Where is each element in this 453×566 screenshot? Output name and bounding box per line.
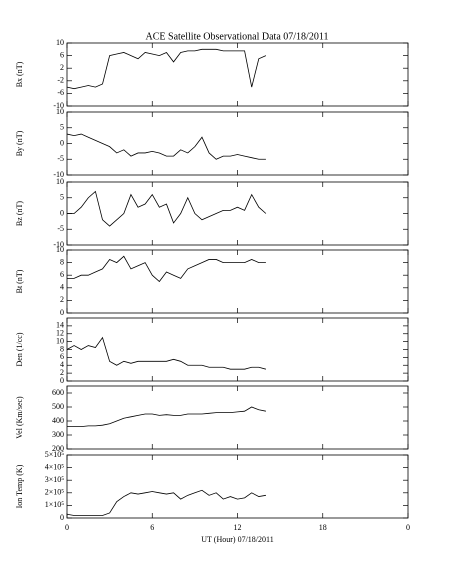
- y-tick-label: 400: [52, 416, 64, 425]
- x-tick-label: 0: [65, 523, 69, 532]
- data-line: [66, 48, 267, 90]
- y-tick-label: 10: [56, 38, 64, 47]
- y-tick-label: 3×10⁵: [45, 475, 65, 484]
- x-tick-label: 6: [150, 523, 154, 532]
- y-tick-label: 10: [56, 245, 64, 254]
- y-tick-label: 500: [52, 402, 64, 411]
- data-line: [66, 489, 266, 516]
- y-tick-label: 14: [56, 321, 64, 330]
- y-tick-label: 2: [60, 295, 64, 304]
- y-tick-label: 5: [60, 123, 64, 132]
- y-tick-label: 10: [56, 336, 64, 345]
- y-tick-label: 4×10⁵: [45, 462, 65, 471]
- y-tick-label: -5: [57, 154, 64, 163]
- x-axis-label: UT (Hour) 07/18/2011: [201, 535, 273, 544]
- data-line: [67, 190, 267, 227]
- y-tick-label: 10: [56, 177, 64, 186]
- y-axis-label: Bx (nT): [15, 61, 24, 87]
- y-tick-label: 0: [60, 208, 64, 217]
- chart-title: ACE Satellite Observational Data 07/18/2…: [146, 31, 329, 42]
- data-line: [66, 336, 267, 370]
- y-tick-label: 0: [60, 308, 64, 317]
- y-tick-label: 1×10⁵: [45, 500, 65, 509]
- y-tick-label: 8: [60, 257, 64, 266]
- y-tick-label: 5: [60, 193, 64, 202]
- y-tick-label: -10: [53, 240, 64, 249]
- y-tick-label: 200: [52, 444, 64, 453]
- y-tick-label: 0: [60, 376, 64, 385]
- y-tick-label: 300: [52, 430, 64, 439]
- data-line: [67, 406, 266, 427]
- data-line: [67, 255, 266, 283]
- y-tick-label: 10: [56, 107, 64, 116]
- y-tick-label: 4: [60, 283, 64, 292]
- data-line: [66, 133, 266, 160]
- y-tick-label: -10: [53, 101, 64, 110]
- y-tick-label: 5×10⁵: [45, 450, 65, 459]
- y-tick-label: 6: [60, 352, 64, 361]
- x-tick-label: 12: [234, 523, 242, 532]
- y-tick-label: 600: [52, 388, 64, 397]
- y-tick-label: 6: [60, 50, 64, 59]
- x-tick-label: 0: [406, 523, 410, 532]
- y-tick-label: 0: [60, 138, 64, 147]
- y-tick-label: -5: [57, 224, 64, 233]
- y-tick-label: 2×10⁵: [45, 488, 65, 497]
- y-tick-label: 6: [60, 270, 64, 279]
- y-tick-label: -2: [57, 76, 64, 85]
- y-axis-label: Vel (Km/sec): [15, 396, 24, 439]
- y-axis-label: By (nT): [15, 130, 24, 156]
- y-axis-label: Den (1/cc): [15, 332, 24, 366]
- y-tick-label: 8: [60, 344, 64, 353]
- y-axis-label: Bt (nT): [15, 269, 24, 293]
- x-tick-label: 18: [319, 523, 327, 532]
- y-tick-label: 12: [56, 329, 64, 338]
- y-tick-label: 0: [60, 513, 64, 522]
- y-axis-label: Ion Temp (K): [15, 464, 24, 508]
- y-tick-label: -6: [57, 88, 64, 97]
- y-tick-label: -10: [53, 170, 64, 179]
- y-tick-label: 2: [60, 368, 64, 377]
- y-tick-label: 2: [60, 63, 64, 72]
- y-tick-label: 4: [60, 360, 64, 369]
- y-axis-label: Bz (nT): [15, 201, 24, 226]
